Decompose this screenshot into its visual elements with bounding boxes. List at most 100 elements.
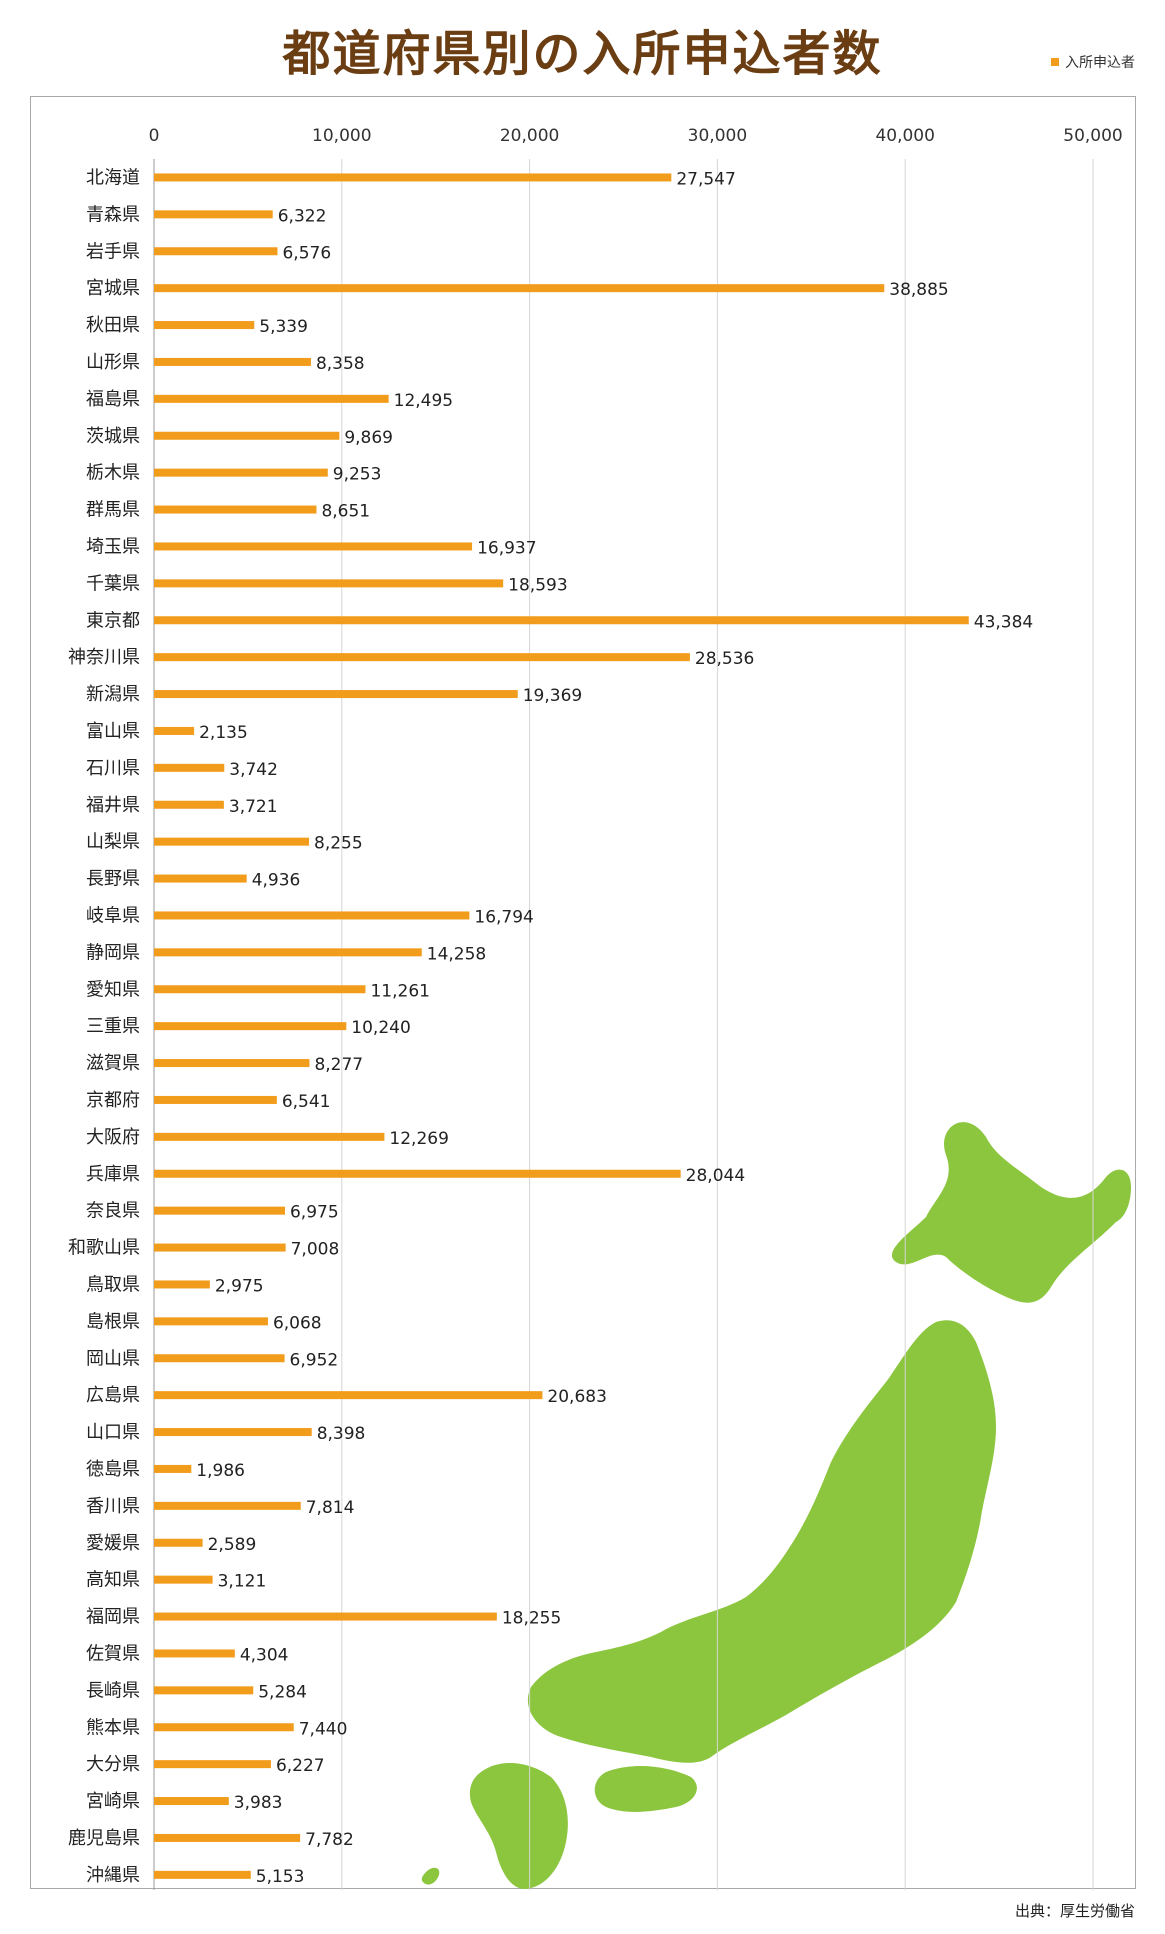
value-label: 38,885	[889, 280, 948, 300]
x-tick-label: 40,000	[875, 126, 934, 146]
value-label: 3,742	[229, 760, 278, 780]
category-label: 広島県	[86, 1385, 140, 1406]
value-label: 8,277	[314, 1055, 363, 1075]
category-label: 兵庫県	[86, 1164, 140, 1185]
value-label: 14,258	[427, 944, 486, 964]
value-label: 7,782	[305, 1830, 354, 1850]
value-label: 4,936	[252, 871, 301, 891]
x-tick-label: 30,000	[688, 126, 747, 146]
value-label: 18,593	[508, 575, 567, 595]
honshu-shape	[527, 1320, 996, 1763]
bar	[154, 1206, 285, 1215]
bar	[154, 1391, 543, 1400]
value-label: 9,253	[333, 465, 382, 485]
category-label: 福井県	[86, 795, 140, 816]
bar	[154, 1686, 254, 1695]
value-label: 28,536	[695, 649, 754, 669]
category-label: 高知県	[86, 1570, 140, 1591]
value-label: 7,008	[291, 1240, 340, 1260]
category-label: 長崎県	[86, 1680, 140, 1701]
bar	[154, 210, 273, 219]
value-label: 19,369	[523, 686, 582, 706]
bar	[154, 800, 224, 809]
category-label: 埼玉県	[86, 536, 140, 557]
bar	[154, 1428, 312, 1437]
bar	[154, 321, 255, 330]
category-label: 山形県	[86, 352, 140, 373]
bar	[154, 173, 672, 182]
category-label: 北海道	[86, 167, 140, 188]
sado-shape	[859, 1524, 877, 1541]
hokkaido-shape	[891, 1122, 1131, 1303]
value-label: 16,937	[477, 538, 536, 558]
category-label: 静岡県	[86, 942, 140, 963]
legend: 入所申込者	[1051, 52, 1135, 72]
value-label: 3,721	[229, 797, 278, 817]
bar	[154, 1354, 285, 1363]
x-tick-label: 10,000	[312, 126, 371, 146]
category-label: 群馬県	[86, 500, 140, 521]
category-label: 京都府	[86, 1090, 140, 1111]
bar	[154, 284, 885, 293]
chart-title: 都道府県別の入所申込者数	[282, 26, 883, 82]
value-label: 8,651	[321, 502, 370, 522]
value-label: 6,227	[276, 1756, 325, 1776]
shikoku-shape	[594, 1765, 697, 1812]
bar	[154, 874, 247, 883]
bar	[154, 616, 969, 625]
bar	[154, 1132, 385, 1141]
bar	[154, 1280, 210, 1289]
bar	[154, 1723, 294, 1732]
category-label: 岡山県	[86, 1348, 140, 1369]
bar	[154, 763, 225, 772]
value-label: 9,869	[344, 428, 393, 448]
x-tick-label: 50,000	[1063, 126, 1122, 146]
value-label: 7,440	[299, 1719, 348, 1739]
bars	[154, 173, 969, 1879]
category-label: 佐賀県	[86, 1643, 140, 1664]
value-label: 3,121	[218, 1572, 267, 1592]
value-label: 6,975	[290, 1203, 339, 1223]
category-label: 福岡県	[86, 1607, 140, 1628]
value-label: 5,339	[259, 317, 308, 337]
bar	[154, 579, 504, 588]
category-label: 鹿児島県	[68, 1828, 140, 1849]
source-note: 出典：厚生労働省	[1014, 1902, 1135, 1920]
japan-map-illustration	[421, 1122, 1131, 1890]
okinawa-shape	[421, 1867, 440, 1885]
bar	[154, 1833, 301, 1842]
value-labels: 27,5476,3226,57638,8855,3398,35812,4959,…	[196, 169, 1033, 1886]
bar	[154, 1095, 277, 1104]
value-label: 4,304	[240, 1645, 289, 1665]
category-label: 福島県	[86, 389, 140, 410]
bar	[154, 690, 518, 699]
y-axis-category-labels: 北海道青森県岩手県宮城県秋田県山形県福島県茨城県栃木県群馬県埼玉県千葉県東京都神…	[68, 167, 140, 1885]
category-label: 三重県	[86, 1016, 140, 1037]
bar	[154, 1575, 213, 1584]
bar	[154, 1870, 251, 1879]
bar	[154, 1760, 271, 1769]
bar	[154, 431, 340, 440]
value-label: 43,384	[974, 612, 1033, 632]
bar	[154, 1538, 203, 1547]
category-label: 茨城県	[86, 426, 140, 447]
bar	[154, 357, 311, 366]
bar-chart: 0 10,000 20,000 30,000 40,000 50,000 北海道青森県岩手…	[68, 126, 1131, 1890]
value-label: 5,284	[258, 1682, 307, 1702]
value-label: 1,986	[196, 1461, 245, 1481]
category-label: 富山県	[86, 721, 140, 742]
bar	[154, 1317, 268, 1326]
category-label: 山梨県	[86, 832, 140, 853]
category-label: 大阪府	[86, 1127, 140, 1148]
bar	[154, 1612, 497, 1621]
value-label: 8,358	[316, 354, 365, 374]
kyushu-shape	[469, 1762, 568, 1890]
category-label: 愛知県	[86, 979, 140, 1000]
category-label: 島根県	[86, 1311, 140, 1332]
category-label: 宮城県	[86, 278, 140, 299]
category-label: 宮崎県	[86, 1791, 140, 1812]
x-tick-label: 20,000	[500, 126, 559, 146]
category-label: 熊本県	[86, 1717, 140, 1738]
category-label: 神奈川県	[68, 647, 140, 668]
category-label: 岐阜県	[86, 905, 140, 926]
